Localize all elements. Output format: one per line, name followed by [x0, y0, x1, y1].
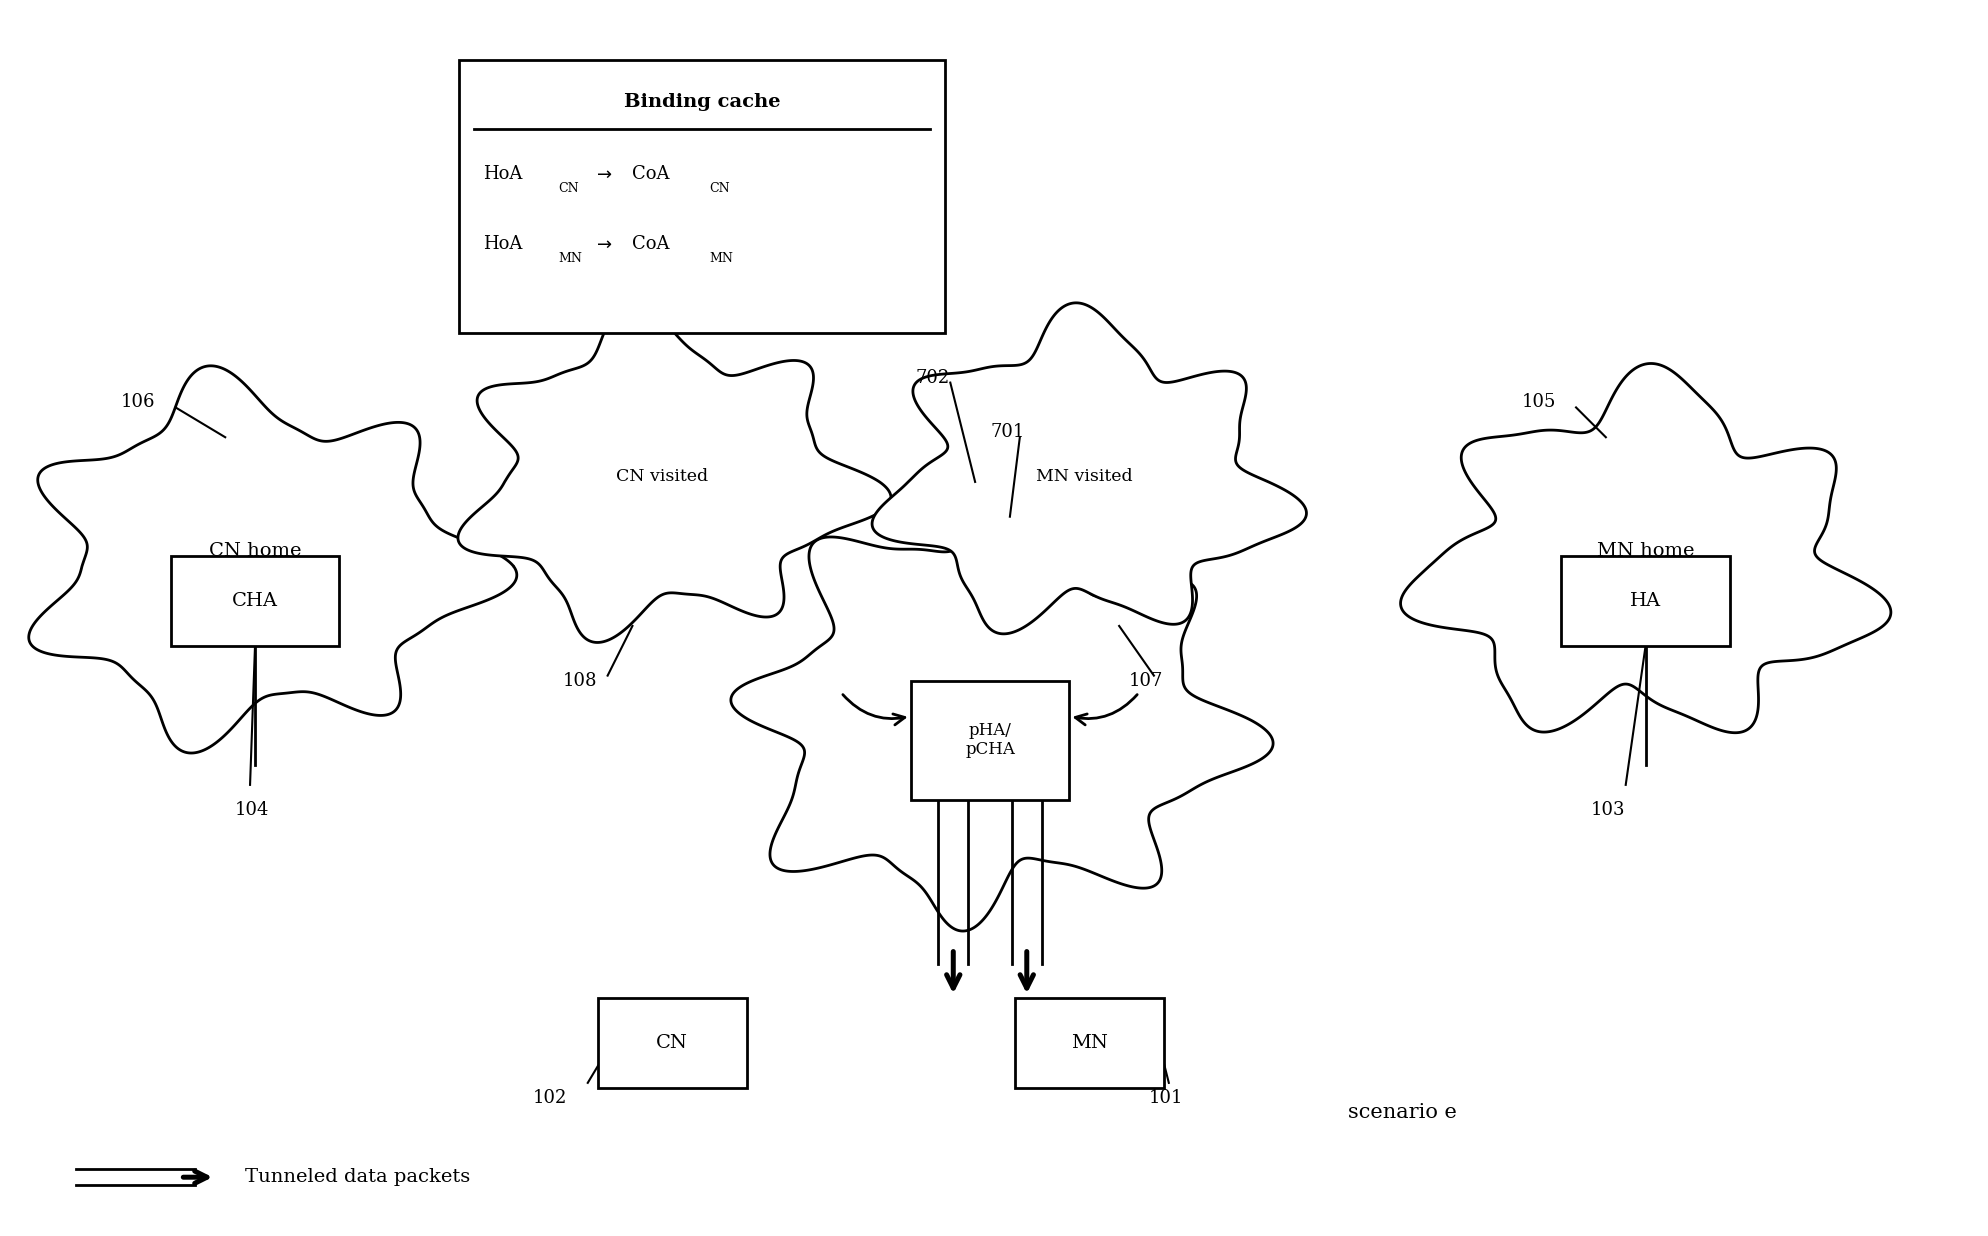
- FancyBboxPatch shape: [911, 681, 1070, 800]
- Text: $\rightarrow$: $\rightarrow$: [592, 166, 612, 183]
- FancyBboxPatch shape: [459, 59, 946, 332]
- Text: 101: 101: [1149, 1089, 1183, 1106]
- Text: CoA: CoA: [632, 235, 670, 252]
- Text: MN: MN: [559, 252, 582, 265]
- Text: 104: 104: [235, 801, 270, 818]
- Text: CN: CN: [559, 183, 579, 195]
- Text: CN: CN: [710, 183, 730, 195]
- Text: CN home: CN home: [209, 543, 302, 560]
- Polygon shape: [732, 491, 1272, 931]
- Text: MN home: MN home: [1596, 543, 1694, 560]
- Text: CN: CN: [656, 1035, 688, 1052]
- Text: 701: 701: [990, 423, 1024, 441]
- FancyBboxPatch shape: [1014, 999, 1163, 1088]
- Text: 102: 102: [533, 1089, 567, 1106]
- Text: CoA: CoA: [632, 166, 670, 183]
- Text: Tunneled data packets: Tunneled data packets: [245, 1168, 471, 1187]
- FancyBboxPatch shape: [171, 556, 340, 646]
- Text: 702: 702: [916, 368, 950, 387]
- Polygon shape: [457, 304, 891, 643]
- Text: HA: HA: [1630, 592, 1662, 611]
- Text: pHA/
pCHA: pHA/ pCHA: [964, 722, 1016, 759]
- Text: scenario e: scenario e: [1348, 1104, 1457, 1122]
- Text: MN visited: MN visited: [1036, 468, 1133, 486]
- Text: 106: 106: [121, 393, 155, 412]
- Text: 105: 105: [1521, 393, 1557, 412]
- Text: CHA: CHA: [233, 592, 278, 611]
- FancyBboxPatch shape: [1561, 556, 1730, 646]
- Text: Binding cache: Binding cache: [624, 93, 779, 110]
- Polygon shape: [873, 303, 1306, 634]
- Text: MN: MN: [710, 252, 734, 265]
- Text: 108: 108: [563, 671, 598, 690]
- Polygon shape: [1402, 363, 1891, 733]
- Text: HoA: HoA: [483, 166, 523, 183]
- FancyBboxPatch shape: [598, 999, 747, 1088]
- Text: 103: 103: [1590, 801, 1626, 818]
- Text: MN: MN: [1072, 1035, 1107, 1052]
- Polygon shape: [28, 366, 517, 753]
- Text: CN visited: CN visited: [616, 468, 708, 486]
- Text: HoA: HoA: [483, 235, 523, 252]
- Text: $\rightarrow$: $\rightarrow$: [592, 235, 612, 252]
- Text: 107: 107: [1129, 671, 1163, 690]
